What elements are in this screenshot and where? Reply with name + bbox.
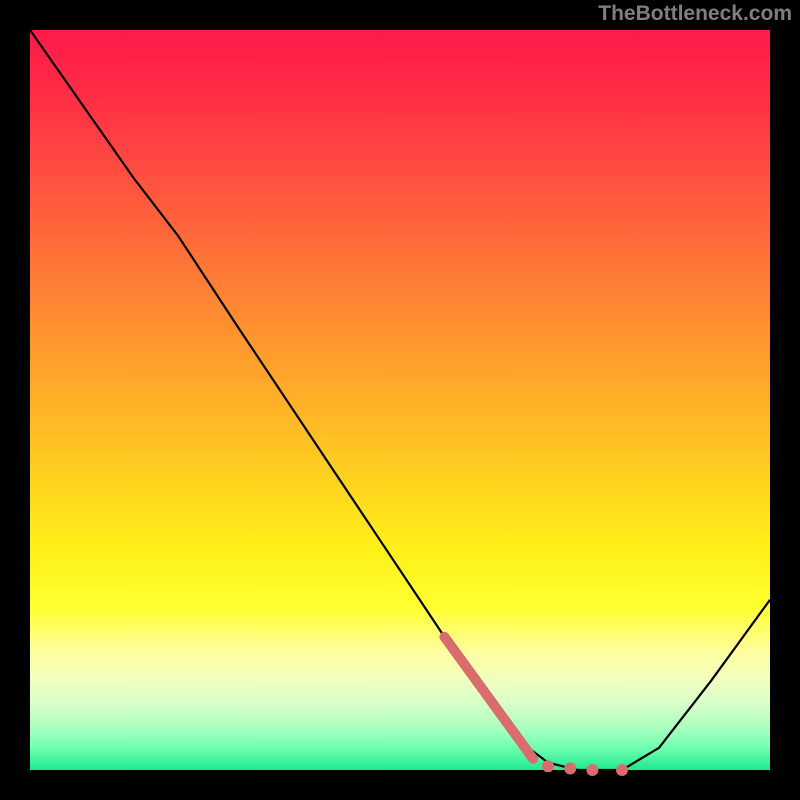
watermark-text: TheBottleneck.com [598,2,792,26]
chart-container: TheBottleneck.com [0,0,800,800]
highlight-dot [564,763,576,775]
highlight-dot [586,764,598,776]
highlight-dot [616,764,628,776]
chart-svg [0,0,800,800]
highlight-dot [542,760,554,772]
plot-background [30,30,770,770]
